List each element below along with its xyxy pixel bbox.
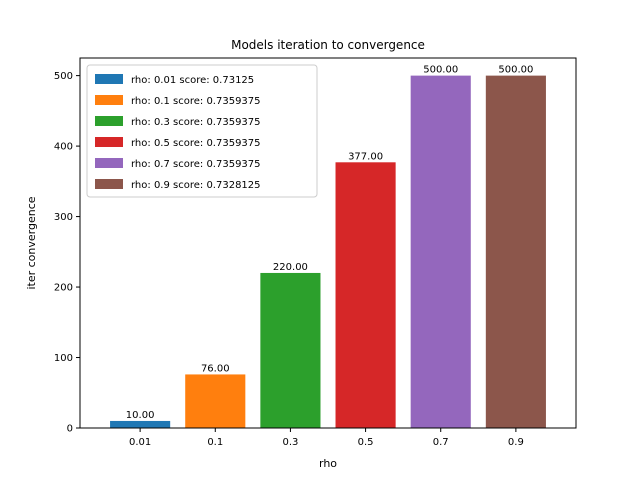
bar-value-label: 76.00 [201,363,230,374]
x-tick-label: 0.9 [508,437,524,448]
x-tick-label: 0.01 [129,437,151,448]
bar-0.7 [410,75,471,428]
legend-swatch [95,116,123,126]
bar-labels-group: 10.00 76.00 220.00 377.00 500.00 500.00 [126,65,534,421]
x-tick-label: 0.1 [207,437,223,448]
x-tick-label: 0.3 [282,437,298,448]
y-tick-label: 300 [54,212,73,223]
bars-group [110,75,546,429]
y-tick-label: 400 [54,142,73,153]
x-tick-label: 0.7 [433,437,449,448]
legend-box [86,64,318,198]
legend-swatch [95,158,123,168]
bar-0.3 [260,272,321,428]
legend-swatch [95,137,123,147]
x-tick-label: 0.5 [358,437,374,448]
legend-entry: rho: 0.9 score: 0.7328125 [131,180,261,191]
plot-frame [79,57,577,429]
y-tick-label: 0 [67,424,73,435]
bar-0.5 [335,162,396,429]
bar-value-label: 377.00 [348,151,383,162]
y-tick-label: 200 [54,283,73,294]
x-axis-ticks: 0.01 0.1 0.3 0.5 0.7 0.9 [129,428,524,448]
legend-swatch [95,95,123,105]
bar-value-label: 500.00 [423,65,458,76]
legend: rho: 0.01 score: 0.73125 rho: 0.1 score: … [86,64,318,198]
chart-title: Models iteration to convergence [231,38,425,52]
legend-swatch [95,74,123,84]
legend-entry: rho: 0.7 score: 0.7359375 [131,159,261,170]
legend-entry: rho: 0.3 score: 0.7359375 [131,117,261,128]
bar-0.01 [110,420,171,428]
bar-value-label: 220.00 [273,262,308,273]
legend-entry: rho: 0.01 score: 0.73125 [131,75,254,86]
y-axis-ticks: 0 100 200 300 400 500 [54,71,80,435]
bar-0.9 [485,75,546,428]
bar-0.1 [185,374,246,428]
y-tick-label: 500 [54,71,73,82]
y-axis-label: iter convergence [25,196,38,289]
x-axis-label: rho [319,457,337,470]
legend-entry: rho: 0.1 score: 0.7359375 [131,96,261,107]
bar-value-label: 500.00 [498,65,533,76]
bar-value-label: 10.00 [126,410,155,421]
y-tick-label: 100 [54,353,73,364]
legend-swatch [95,179,123,189]
legend-entry: rho: 0.5 score: 0.7359375 [131,138,261,149]
